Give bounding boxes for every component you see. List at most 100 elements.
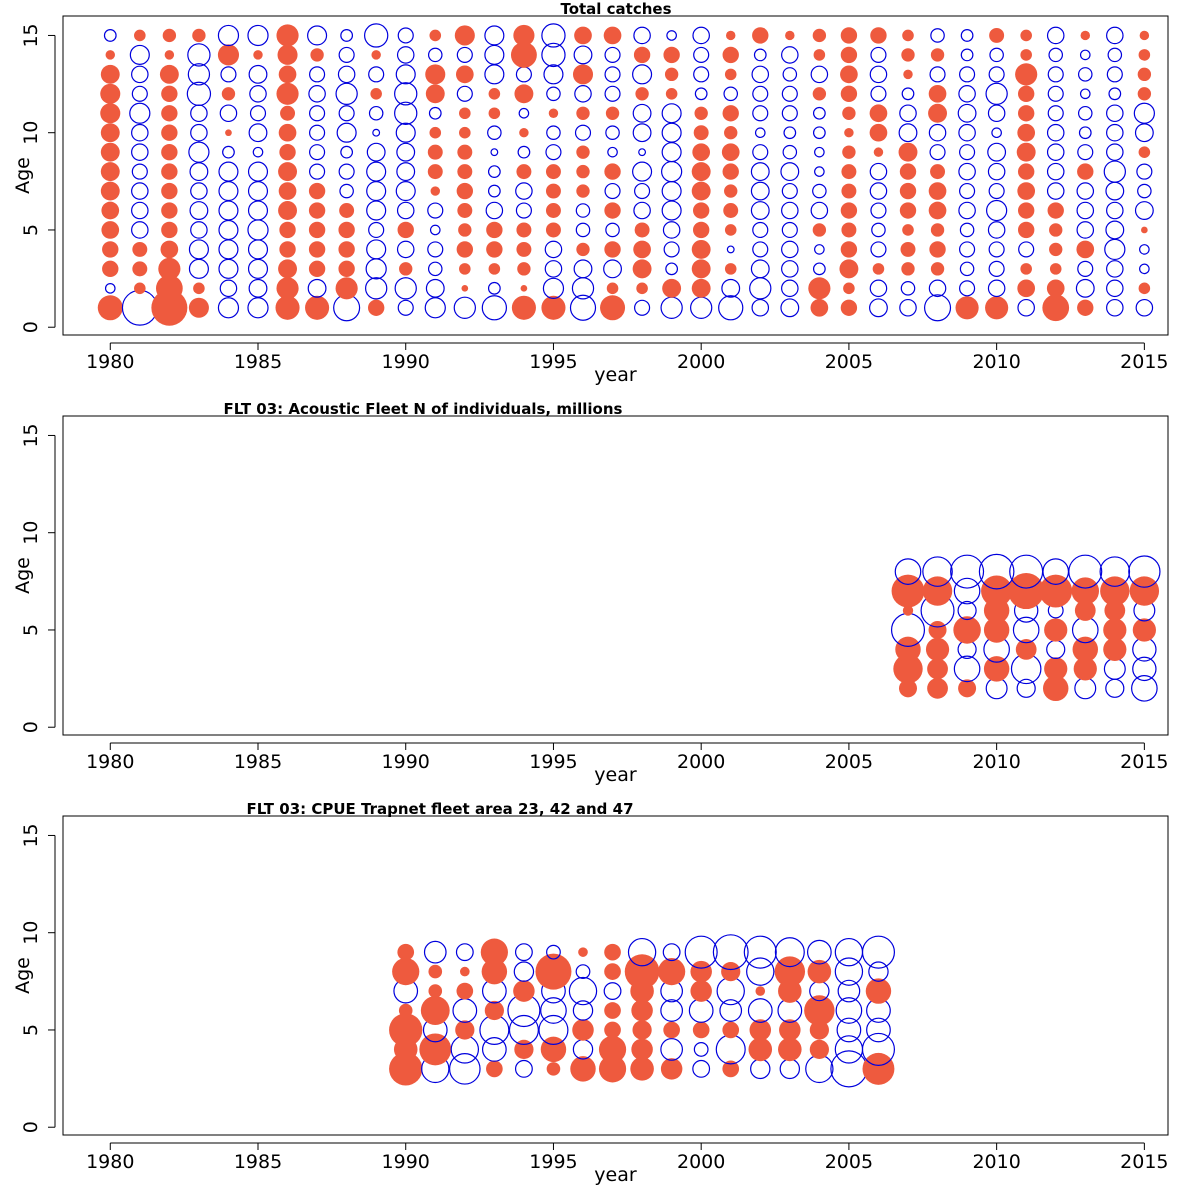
positive-residual-bubble xyxy=(900,241,916,257)
positive-residual-bubble xyxy=(221,87,236,101)
x-tick-label: 1995 xyxy=(529,1151,577,1173)
positive-residual-bubble xyxy=(1103,637,1127,662)
negative-residual-bubble xyxy=(959,144,976,161)
positive-residual-bubble xyxy=(1044,618,1068,642)
negative-residual-bubble xyxy=(366,161,387,182)
positive-residual-bubble xyxy=(545,164,561,180)
negative-residual-bubble xyxy=(1047,105,1064,122)
negative-residual-bubble xyxy=(340,145,354,159)
negative-residual-bubble xyxy=(1105,678,1125,698)
negative-residual-bubble xyxy=(1103,657,1126,680)
negative-residual-bubble xyxy=(870,202,887,219)
positive-residual-bubble xyxy=(1138,282,1151,295)
positive-residual-bubble xyxy=(633,46,651,64)
negative-residual-bubble xyxy=(1131,674,1158,702)
positive-residual-bubble xyxy=(541,295,566,320)
negative-residual-bubble xyxy=(928,123,947,142)
positive-residual-bubble xyxy=(486,221,503,239)
positive-residual-bubble xyxy=(1020,263,1032,275)
positive-residual-bubble xyxy=(429,126,442,139)
positive-residual-bubble xyxy=(513,980,535,1002)
positive-residual-bubble xyxy=(663,46,680,64)
negative-residual-bubble xyxy=(247,297,269,319)
x-axis-title: year xyxy=(594,764,637,786)
negative-residual-bubble xyxy=(456,46,473,63)
negative-residual-bubble xyxy=(546,86,561,102)
negative-residual-bubble xyxy=(131,182,149,200)
negative-residual-bubble xyxy=(684,935,718,969)
negative-residual-bubble xyxy=(1105,220,1125,240)
negative-residual-bubble xyxy=(661,200,682,221)
positive-residual-bubble xyxy=(749,1019,772,1041)
positive-residual-bubble xyxy=(840,241,858,258)
negative-residual-bubble xyxy=(1135,298,1154,317)
negative-residual-bubble xyxy=(190,104,208,123)
negative-residual-bubble xyxy=(219,104,238,123)
positive-residual-bubble xyxy=(102,260,119,278)
positive-residual-bubble xyxy=(217,44,240,66)
negative-residual-bubble xyxy=(220,66,237,83)
negative-residual-bubble xyxy=(248,123,268,143)
negative-residual-bubble xyxy=(929,144,946,161)
positive-residual-bubble xyxy=(457,164,473,180)
negative-residual-bubble xyxy=(638,148,647,157)
positive-residual-bubble xyxy=(425,84,445,104)
negative-residual-bubble xyxy=(1077,144,1094,161)
negative-residual-bubble xyxy=(692,1059,711,1078)
negative-residual-bubble xyxy=(1139,263,1150,275)
positive-residual-bubble xyxy=(308,241,326,258)
positive-residual-bubble xyxy=(983,656,1010,682)
positive-residual-bubble xyxy=(930,262,945,276)
negative-residual-bubble xyxy=(569,294,597,321)
negative-residual-bubble xyxy=(750,1058,771,1080)
negative-residual-bubble xyxy=(218,219,239,241)
negative-residual-bubble xyxy=(427,47,443,63)
positive-residual-bubble xyxy=(598,1035,627,1064)
positive-residual-bubble xyxy=(840,65,858,84)
negative-residual-bubble xyxy=(487,281,501,295)
positive-residual-bubble xyxy=(1042,294,1070,322)
negative-residual-bubble xyxy=(1106,279,1124,298)
positive-residual-bubble xyxy=(812,28,827,43)
positive-residual-bubble xyxy=(1072,636,1099,663)
negative-residual-bubble xyxy=(712,934,749,971)
positive-residual-bubble xyxy=(752,27,769,44)
positive-residual-bubble xyxy=(461,284,469,292)
negative-residual-bubble xyxy=(987,104,1006,123)
positive-residual-bubble xyxy=(279,241,296,258)
x-axis-title: year xyxy=(594,364,637,386)
positive-residual-bubble xyxy=(455,1020,475,1040)
negative-residual-bubble xyxy=(750,162,770,182)
positive-residual-bubble xyxy=(692,221,710,239)
negative-residual-bubble xyxy=(396,46,415,64)
negative-residual-bubble xyxy=(930,28,945,43)
positive-residual-bubble xyxy=(511,295,536,320)
positive-residual-bubble xyxy=(574,26,592,45)
negative-residual-bubble xyxy=(953,577,981,605)
positive-residual-bubble xyxy=(520,284,528,292)
positive-residual-bubble xyxy=(276,24,299,47)
positive-residual-bubble xyxy=(1049,263,1062,275)
negative-residual-bubble xyxy=(750,201,770,220)
negative-residual-bubble xyxy=(1105,181,1125,201)
positive-residual-bubble xyxy=(548,108,559,118)
positive-residual-bubble xyxy=(430,186,440,196)
negative-residual-bubble xyxy=(129,102,151,124)
positive-residual-bubble xyxy=(899,679,917,698)
positive-residual-bubble xyxy=(1077,163,1094,180)
positive-residual-bubble xyxy=(930,48,945,62)
positive-residual-bubble xyxy=(338,260,355,278)
positive-residual-bubble xyxy=(335,277,358,300)
negative-residual-bubble xyxy=(484,25,505,46)
negative-residual-bubble xyxy=(1106,260,1124,278)
negative-residual-bubble xyxy=(1018,241,1035,258)
positive-residual-bubble xyxy=(810,298,829,317)
negative-residual-bubble xyxy=(746,957,775,986)
positive-residual-bubble xyxy=(278,162,297,182)
negative-residual-bubble xyxy=(190,182,208,200)
positive-residual-bubble xyxy=(389,1013,423,1047)
positive-residual-bubble xyxy=(604,163,621,180)
positive-residual-bubble xyxy=(690,960,712,983)
negative-residual-bubble xyxy=(607,146,618,158)
negative-residual-bubble xyxy=(958,123,976,142)
